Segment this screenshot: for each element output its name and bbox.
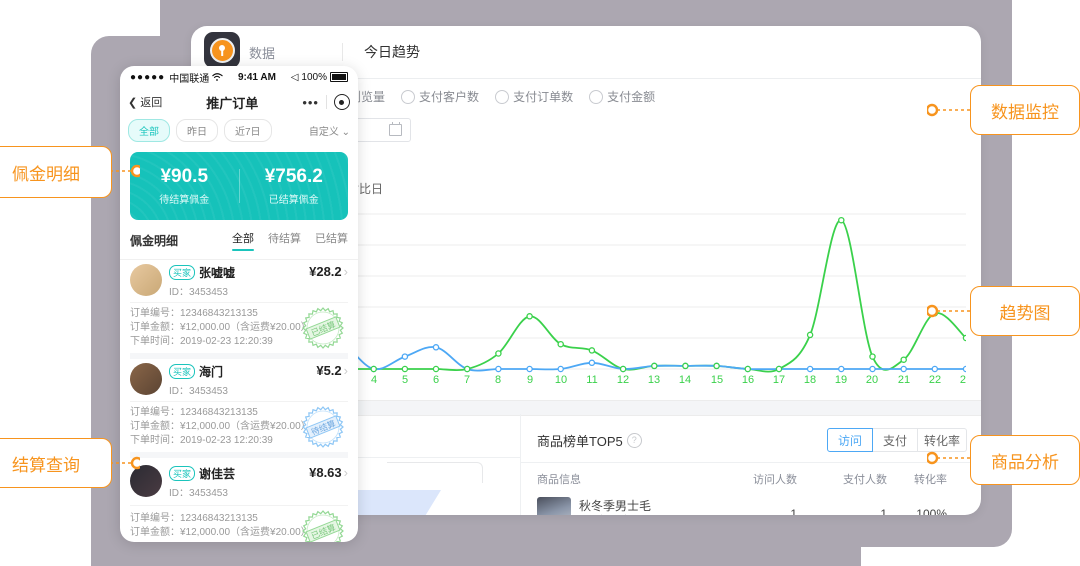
svg-text:18: 18 (804, 374, 816, 386)
svg-text:10: 10 (555, 374, 567, 386)
svg-text:22: 22 (929, 374, 941, 386)
svg-text:12: 12 (617, 374, 629, 386)
svg-text:16: 16 (742, 374, 754, 386)
svg-text:19: 19 (835, 374, 847, 386)
svg-text:17: 17 (773, 374, 785, 386)
svg-text:20: 20 (866, 374, 878, 386)
svg-text:15: 15 (711, 374, 723, 386)
svg-text:13: 13 (648, 374, 660, 386)
svg-text:8: 8 (495, 374, 501, 386)
svg-text:21: 21 (898, 374, 910, 386)
svg-text:9: 9 (527, 374, 533, 386)
svg-text:7: 7 (464, 374, 470, 386)
svg-text:6: 6 (433, 374, 439, 386)
svg-text:4: 4 (371, 374, 377, 386)
svg-text:23: 23 (960, 374, 966, 386)
svg-text:14: 14 (679, 374, 691, 386)
svg-text:5: 5 (402, 374, 408, 386)
svg-text:11: 11 (586, 374, 597, 386)
